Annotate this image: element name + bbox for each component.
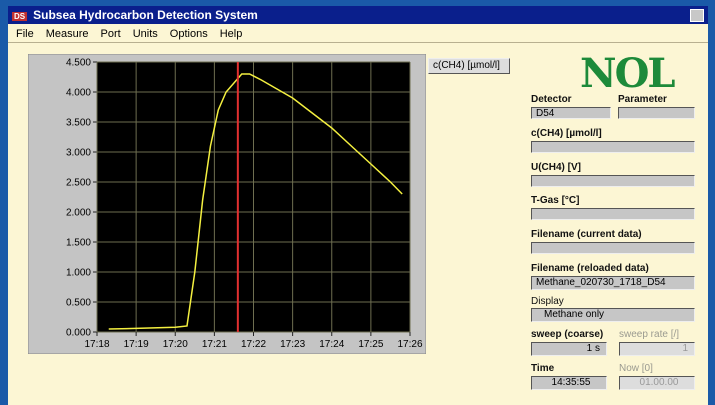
- x-tick-label: 17:23: [280, 339, 305, 350]
- x-tick-label: 17:19: [124, 339, 149, 350]
- title-bar: DS Subsea Hydrocarbon Detection System: [8, 6, 708, 24]
- field[interactable]: [618, 107, 695, 119]
- dropdown[interactable]: Methane only: [531, 308, 695, 322]
- label: Filename (current data): [531, 229, 642, 240]
- label: sweep (coarse): [531, 329, 604, 340]
- menu-item[interactable]: Measure: [45, 28, 89, 40]
- label: Filename (reloaded data): [531, 263, 649, 274]
- y-tick-label: 3.500: [66, 118, 91, 129]
- x-tick-label: 17:25: [358, 339, 383, 350]
- x-tick-label: 17:24: [319, 339, 344, 350]
- spinner: 1: [619, 342, 695, 356]
- x-tick-label: 17:21: [202, 339, 227, 350]
- y-tick-label: 4.000: [66, 88, 91, 99]
- y-tick-label: 4.500: [66, 58, 91, 69]
- x-tick-label: 17:18: [84, 339, 109, 350]
- y-tick-label: 2.500: [66, 178, 91, 189]
- field: 14:35:55: [531, 376, 607, 390]
- label: Time: [531, 363, 555, 374]
- label: T-Gas [°C]: [531, 195, 580, 206]
- label: U(CH4) [V]: [531, 162, 581, 173]
- menu-item[interactable]: File: [16, 28, 34, 40]
- field[interactable]: [531, 242, 695, 254]
- chart: 0.000 0.500 1.000 1.500 2.000 2.500 3.000 3.500…: [28, 54, 426, 354]
- window: DS Subsea Hydrocarbon Detection System Fi…: [8, 6, 708, 405]
- x-tick-label: 17:26: [397, 339, 422, 350]
- menu-item[interactable]: Help: [219, 28, 243, 40]
- menu-item[interactable]: Options: [169, 28, 208, 40]
- field: 01.00.00: [619, 376, 695, 390]
- y-tick-label: 1.000: [66, 268, 91, 279]
- label: Detector: [531, 94, 572, 105]
- x-tick-label: 17:20: [163, 339, 188, 350]
- field[interactable]: D54: [531, 107, 611, 119]
- y-tick-label: 3.000: [66, 148, 91, 159]
- y-tick-label: 0.000: [66, 328, 91, 339]
- label: Parameter: [618, 94, 667, 105]
- app-icon: DS: [12, 12, 28, 21]
- label: sweep rate [/]: [619, 329, 680, 340]
- x-tick-label: 17:22: [241, 339, 266, 350]
- logo: NOL: [580, 50, 676, 97]
- field[interactable]: [531, 208, 695, 220]
- field[interactable]: Methane_020730_1718_D54: [531, 276, 695, 290]
- field[interactable]: [531, 141, 695, 153]
- label: Display: [531, 296, 564, 307]
- legend-button[interactable]: c(CH4) [µmol/l]: [428, 58, 510, 74]
- y-tick-label: 2.000: [66, 208, 91, 219]
- menu-item[interactable]: Port: [100, 28, 121, 40]
- window-title: Subsea Hydrocarbon Detection System: [33, 8, 258, 22]
- spinner[interactable]: 1 s: [531, 342, 607, 356]
- y-tick-label: 0.500: [66, 298, 91, 309]
- label: c(CH4) [µmol/l]: [531, 128, 602, 139]
- close-button[interactable]: [690, 9, 704, 22]
- menu-item[interactable]: Units: [132, 28, 158, 40]
- y-tick-label: 1.500: [66, 238, 91, 249]
- field[interactable]: [531, 175, 695, 187]
- data-line: [108, 73, 403, 330]
- menu-bar: File Measure Port Units Options Help: [8, 26, 708, 43]
- label: Now [0]: [619, 363, 653, 374]
